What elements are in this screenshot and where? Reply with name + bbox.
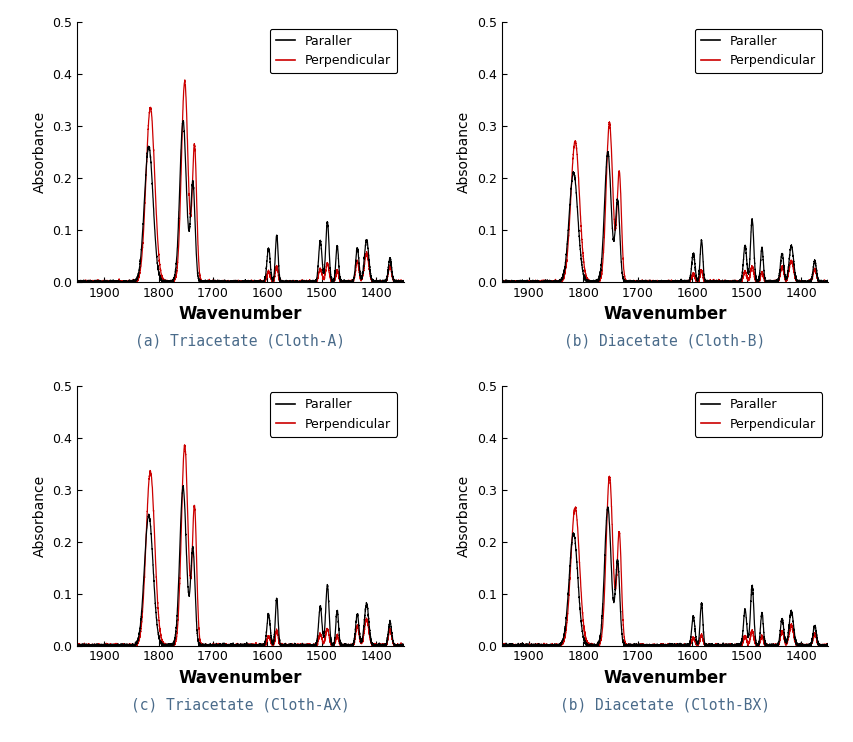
Text: (a) Triacetate (Cloth-A): (a) Triacetate (Cloth-A) (135, 334, 345, 349)
X-axis label: Wavenumber: Wavenumber (178, 669, 302, 687)
Legend: Paraller, Perpendicular: Paraller, Perpendicular (694, 28, 821, 73)
Y-axis label: Absorbance: Absorbance (456, 475, 471, 556)
X-axis label: Wavenumber: Wavenumber (178, 306, 302, 324)
Legend: Paraller, Perpendicular: Paraller, Perpendicular (270, 392, 397, 437)
Legend: Paraller, Perpendicular: Paraller, Perpendicular (270, 28, 397, 73)
Y-axis label: Absorbance: Absorbance (32, 475, 46, 556)
Text: (c) Triacetate (Cloth-AX): (c) Triacetate (Cloth-AX) (131, 697, 349, 712)
Text: (b) Diacetate (Cloth-BX): (b) Diacetate (Cloth-BX) (560, 697, 769, 712)
Y-axis label: Absorbance: Absorbance (456, 111, 471, 193)
Y-axis label: Absorbance: Absorbance (32, 111, 46, 193)
Text: (b) Diacetate (Cloth-B): (b) Diacetate (Cloth-B) (564, 334, 765, 349)
X-axis label: Wavenumber: Wavenumber (602, 669, 726, 687)
Legend: Paraller, Perpendicular: Paraller, Perpendicular (694, 392, 821, 437)
X-axis label: Wavenumber: Wavenumber (602, 306, 726, 324)
